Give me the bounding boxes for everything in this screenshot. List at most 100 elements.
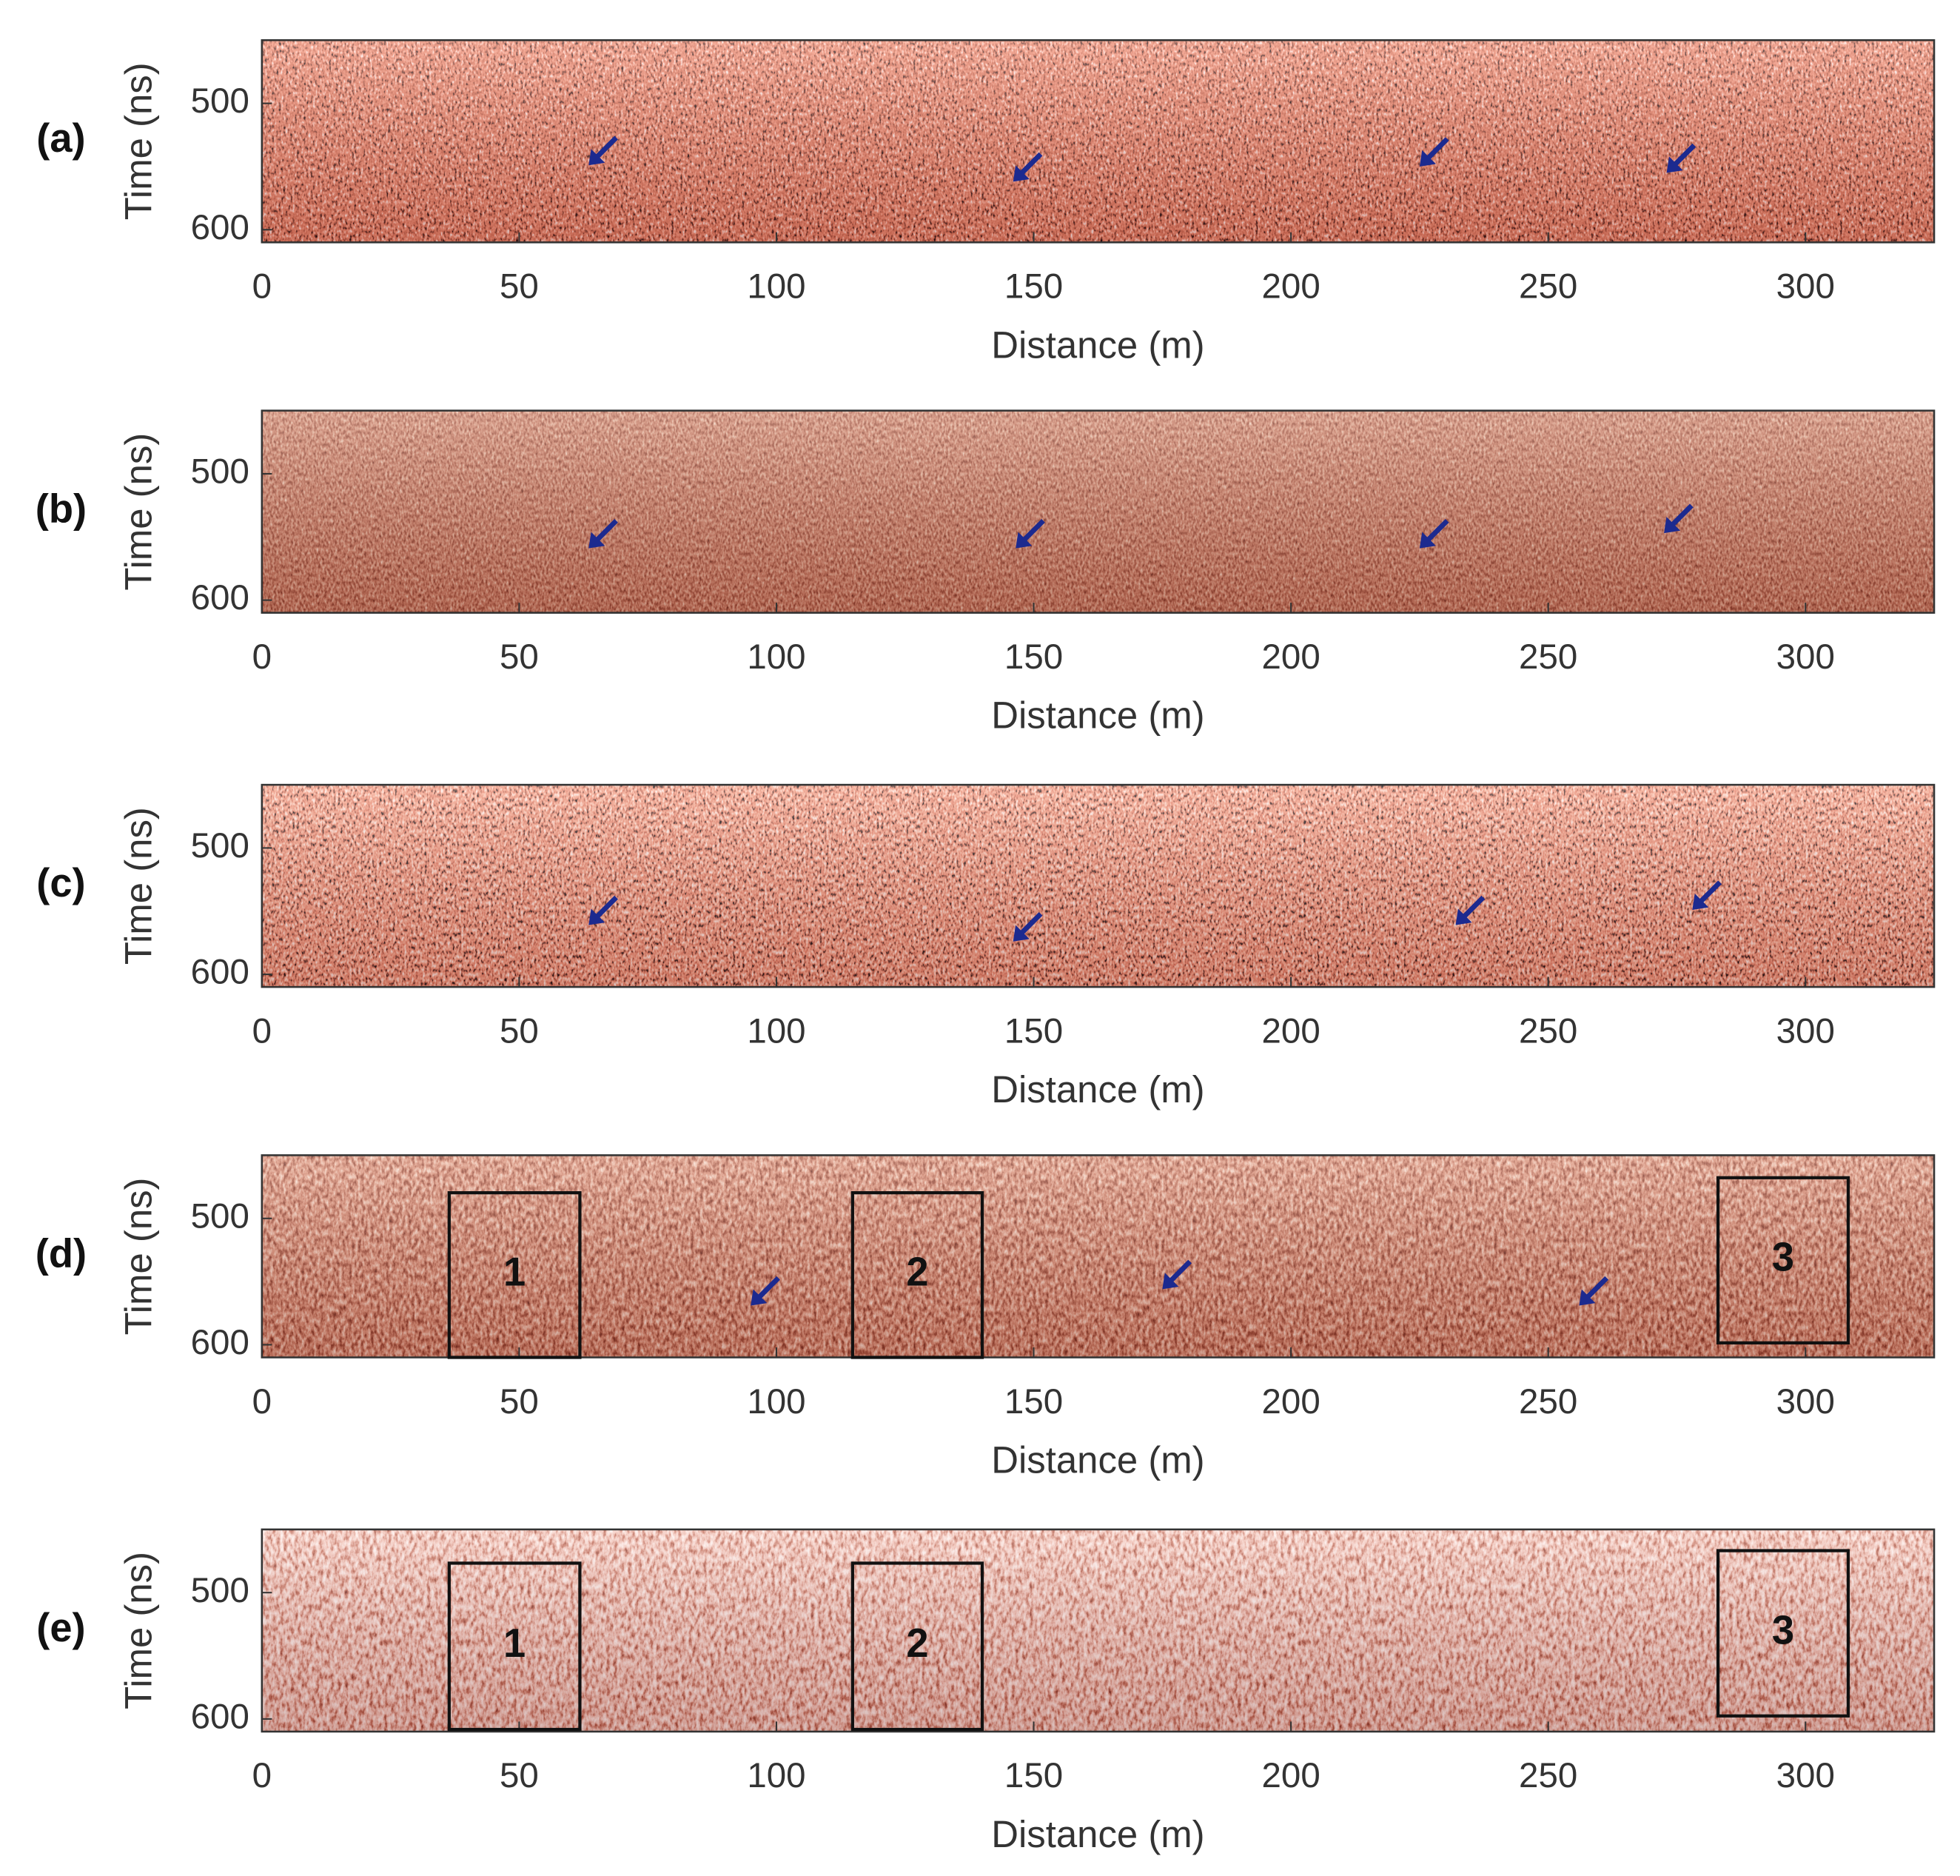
y-tick-label: 600 [191, 953, 249, 992]
panel-label: (a) [36, 115, 85, 161]
region-label: 2 [906, 1250, 928, 1295]
arrow-head [588, 149, 605, 166]
y-axis-label: Time (ns) [117, 1552, 159, 1709]
arrow [1666, 143, 1696, 173]
arrow-head [1016, 532, 1033, 549]
region-box [447, 1190, 582, 1359]
radargram-shade [261, 410, 1935, 613]
region-box [1716, 1549, 1850, 1718]
region-label: 2 [906, 1621, 928, 1666]
x-tick-label: 150 [1004, 1756, 1063, 1795]
arrow-head [1692, 893, 1709, 911]
arrow-shaft [1460, 895, 1486, 921]
arrow [1013, 152, 1043, 182]
region-box [447, 1561, 582, 1732]
x-tick-label: 300 [1776, 637, 1835, 677]
arrow [588, 135, 618, 166]
x-tick-label: 50 [500, 1011, 539, 1051]
arrow-head [751, 1289, 768, 1306]
region-label: 1 [503, 1621, 526, 1666]
plot-frame [261, 409, 1936, 614]
x-tick-label: 200 [1261, 637, 1320, 677]
region-label: 3 [1772, 1608, 1794, 1653]
plot-frame [261, 783, 1936, 988]
x-tick-label: 200 [1261, 1382, 1320, 1421]
x-axis-label: Distance (m) [991, 1813, 1204, 1855]
x-tick-label: 100 [747, 1756, 805, 1795]
panel-label: (d) [36, 1230, 87, 1276]
arrow-head [588, 532, 605, 549]
arrow-head [1579, 1289, 1596, 1306]
x-tick-label: 300 [1776, 1011, 1835, 1051]
arrow-shaft [1671, 143, 1696, 169]
y-tick-label: 500 [191, 452, 249, 492]
panel-label: (c) [36, 860, 85, 905]
x-tick-label: 250 [1519, 1756, 1577, 1795]
arrow-shaft [1167, 1259, 1192, 1285]
arrow-shaft [593, 518, 618, 544]
x-tick-label: 0 [252, 1382, 272, 1421]
y-tick-label: 600 [191, 1697, 249, 1736]
arrow-head [588, 908, 605, 925]
radargram-shade [261, 40, 1935, 243]
x-tick-label: 250 [1519, 267, 1577, 306]
x-tick-label: 200 [1261, 267, 1320, 306]
plot-frame [261, 1154, 1936, 1359]
y-tick-label: 600 [191, 1323, 249, 1362]
x-tick-label: 0 [252, 1011, 272, 1051]
arrow-head [1013, 165, 1030, 182]
arrow-shaft [1020, 518, 1045, 544]
x-tick-label: 300 [1776, 1382, 1835, 1421]
x-axis-label: Distance (m) [991, 1068, 1204, 1110]
x-tick-label: 200 [1261, 1756, 1320, 1795]
x-tick-label: 100 [747, 1382, 805, 1421]
plot-frame [261, 39, 1936, 244]
arrow-shaft [1583, 1276, 1609, 1302]
x-axis-label: Distance (m) [991, 1438, 1204, 1481]
arrow-head [1419, 532, 1436, 549]
y-axis-label: Time (ns) [117, 433, 159, 591]
arrow [1579, 1276, 1609, 1306]
y-tick-label: 500 [191, 1571, 249, 1610]
x-tick-label: 150 [1004, 637, 1063, 677]
y-axis-label: Time (ns) [117, 1178, 159, 1336]
arrow [588, 895, 618, 925]
radargram-shade [261, 785, 1935, 988]
arrow-shaft [1017, 911, 1043, 937]
x-tick-label: 150 [1004, 1382, 1063, 1421]
arrow-head [1162, 1273, 1179, 1290]
plot-frame [261, 1528, 1936, 1733]
region-box [1716, 1176, 1850, 1344]
arrow-head [1455, 908, 1472, 925]
arrow-shaft [593, 895, 618, 921]
arrow-head [1666, 156, 1683, 173]
arrow-shaft [1017, 152, 1043, 178]
x-tick-label: 250 [1519, 637, 1577, 677]
y-axis-label: Time (ns) [117, 807, 159, 965]
region-box [850, 1190, 984, 1359]
arrow [1013, 911, 1043, 942]
arrow [1419, 137, 1449, 167]
x-tick-label: 300 [1776, 1756, 1835, 1795]
arrow-shaft [1668, 503, 1694, 529]
x-tick-label: 0 [252, 1756, 272, 1795]
arrow [1692, 880, 1722, 911]
region-box [850, 1561, 984, 1732]
arrow-shaft [1696, 880, 1722, 905]
radargram-shade [261, 1155, 1935, 1358]
y-tick-label: 500 [191, 1196, 249, 1236]
arrow-shaft [593, 135, 618, 161]
x-axis-label: Distance (m) [991, 694, 1204, 737]
x-tick-label: 50 [500, 1382, 539, 1421]
arrow [1664, 503, 1694, 534]
arrow [588, 518, 618, 549]
arrow-shaft [1423, 518, 1449, 544]
arrow [751, 1276, 780, 1306]
y-axis-label: Time (ns) [117, 62, 159, 220]
y-tick-label: 600 [191, 578, 249, 617]
region-label: 1 [503, 1250, 526, 1295]
arrow [1419, 518, 1449, 549]
x-tick-label: 250 [1519, 1011, 1577, 1051]
x-axis-label: Distance (m) [991, 324, 1204, 366]
